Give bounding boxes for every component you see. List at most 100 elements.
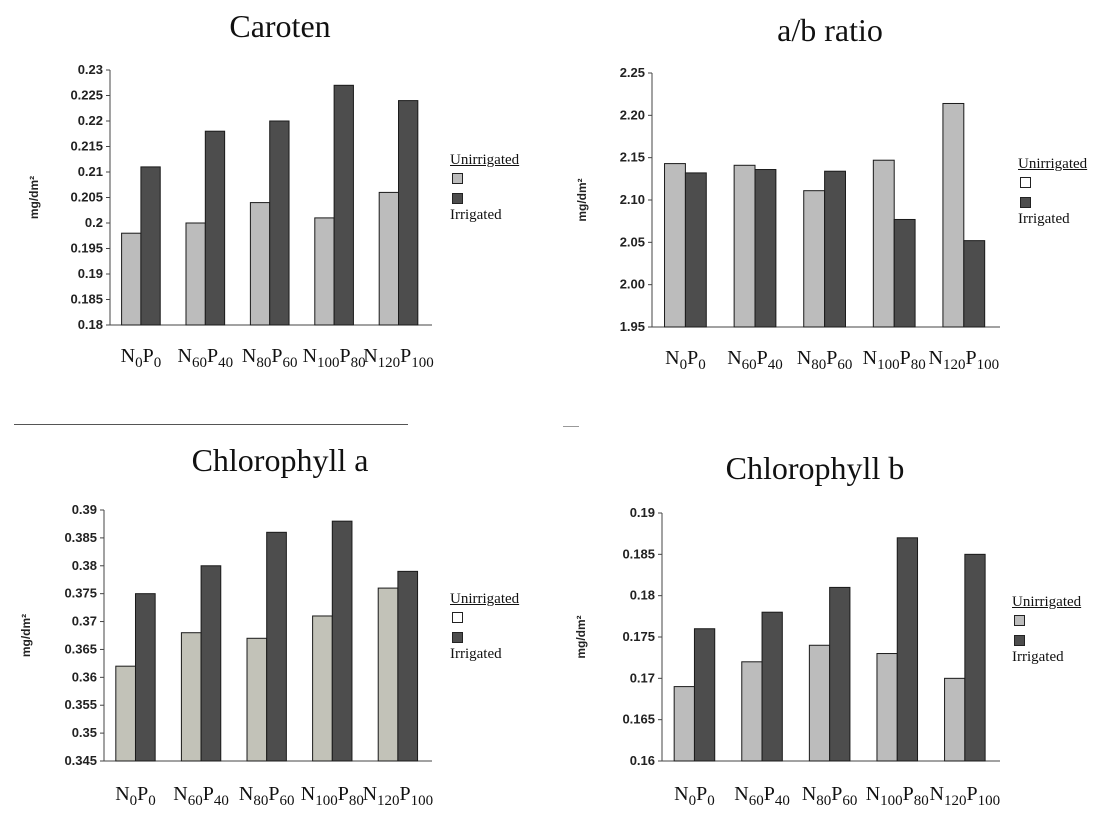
- bar-unirrigated: [942, 102, 965, 328]
- legend-swatch-irrigated: [452, 193, 463, 204]
- x-category-label: N60P40: [734, 783, 790, 809]
- y-tick-label: 0.185: [622, 546, 655, 561]
- x-category-label: N120P100: [929, 347, 1000, 373]
- x-category-label: N120P100: [930, 783, 1001, 809]
- chart-svg: 1.95 2.00 2.05 2.10 2.15 2.20 2.25 mg/dm² N0P0 N6…: [575, 65, 1000, 373]
- legend-entry-irrigated: Irrigated: [1012, 633, 1081, 665]
- bar-unirrigated: [673, 686, 695, 762]
- legend-label-irrigated: Irrigated: [450, 207, 502, 223]
- y-tick-label: 0.385: [64, 530, 97, 545]
- bar-irrigated: [964, 553, 986, 762]
- bar-irrigated: [204, 130, 226, 326]
- y-tick-label: 0.16: [630, 753, 655, 768]
- bar-irrigated: [896, 537, 919, 762]
- bar-unirrigated: [312, 615, 333, 762]
- separator-dash: [563, 426, 579, 427]
- bar-irrigated: [134, 593, 156, 762]
- x-category-label: N80P60: [797, 347, 853, 373]
- y-tick-label: 0.195: [70, 241, 103, 256]
- legend-header: Unirrigated: [1012, 594, 1082, 610]
- x-category-label: N120P100: [363, 345, 434, 371]
- y-tick-label: 0.35: [72, 725, 97, 740]
- y-tick-label: 1.95: [620, 319, 645, 334]
- bar-irrigated: [266, 531, 287, 762]
- legend-swatch-irrigated: [452, 632, 463, 643]
- x-category-label: N0P0: [121, 345, 162, 371]
- x-category-label: N60P40: [178, 345, 234, 371]
- bar-unirrigated: [944, 677, 966, 762]
- chart-legend: Unirrigated Irrigated: [1018, 156, 1087, 227]
- bar-unirrigated: [872, 159, 895, 328]
- x-category-label: N120P100: [363, 783, 434, 809]
- bar-unirrigated: [664, 163, 686, 328]
- y-tick-label: 0.39: [72, 502, 97, 517]
- bar-irrigated: [140, 166, 161, 326]
- legend-entry-irrigated: Irrigated: [450, 630, 519, 662]
- y-tick-label: 0.21: [78, 164, 103, 179]
- legend-swatch-irrigated: [1014, 635, 1025, 646]
- y-tick-label: 0.19: [78, 266, 103, 281]
- legend-swatch-unirrigated: [452, 173, 463, 184]
- legend-entry-irrigated: Irrigated: [1018, 195, 1087, 227]
- legend-label-irrigated: Irrigated: [1012, 649, 1064, 665]
- legend-swatch-unirrigated: [1014, 615, 1025, 626]
- y-axis-label: mg/dm²: [574, 615, 588, 658]
- y-tick-label: 0.36: [72, 669, 97, 684]
- bar-irrigated: [333, 84, 354, 326]
- x-category-label: N100P80: [866, 783, 929, 809]
- legend-swatch-unirrigated: [452, 612, 463, 623]
- bar-irrigated: [693, 628, 716, 762]
- y-tick-label: 0.37: [72, 614, 97, 629]
- bar-irrigated: [963, 240, 986, 328]
- x-category-label: N80P60: [242, 345, 298, 371]
- y-axis-label: mg/dm²: [27, 176, 41, 219]
- legend-label-irrigated: Irrigated: [450, 646, 502, 662]
- bar-irrigated: [269, 120, 290, 326]
- x-category-label: N0P0: [665, 347, 706, 373]
- bar-unirrigated: [246, 637, 268, 762]
- bar-unirrigated: [378, 191, 400, 326]
- chart-title: a/b ratio: [777, 12, 883, 48]
- y-tick-label: 0.375: [64, 586, 97, 601]
- bar-irrigated: [754, 169, 777, 328]
- y-tick-label: 0.185: [70, 292, 103, 307]
- legend-entry-unirrigated: [450, 608, 519, 630]
- y-tick-label: 0.165: [622, 712, 655, 727]
- bar-unirrigated: [115, 665, 136, 762]
- bar-unirrigated: [185, 222, 206, 326]
- chart-svg: 0.16 0.165 0.17 0.175 0.18 0.185 0.19 mg/dm² N0P…: [574, 505, 1000, 809]
- chart-legend: Unirrigated Irrigated: [450, 591, 519, 662]
- legend-entry-unirrigated: [1012, 611, 1081, 633]
- legend-entry-unirrigated: [1018, 173, 1087, 195]
- y-tick-label: 2.00: [620, 277, 645, 292]
- x-category-label: N60P40: [173, 783, 229, 809]
- y-tick-label: 2.20: [620, 107, 645, 122]
- y-tick-label: 0.225: [70, 88, 103, 103]
- bar-irrigated: [893, 218, 916, 328]
- legend-entry-unirrigated: [450, 169, 519, 191]
- legend-swatch-irrigated: [1020, 197, 1031, 208]
- legend-header: Unirrigated: [450, 152, 520, 168]
- y-tick-label: 2.05: [620, 234, 645, 249]
- y-tick-label: 0.205: [70, 190, 103, 205]
- y-tick-label: 0.17: [630, 670, 655, 685]
- bar-unirrigated: [121, 232, 142, 326]
- chart-legend: Unirrigated Irrigated: [450, 152, 520, 223]
- chart-svg: 0.18 0.185 0.19 0.195 0.2 0.205 0.21 0.215 0.22 0…: [27, 62, 434, 371]
- chart-legend: Unirrigated Irrigated: [1012, 594, 1082, 665]
- bar-irrigated: [398, 100, 419, 326]
- x-category-label: N60P40: [727, 347, 783, 373]
- y-tick-label: 0.23: [78, 62, 103, 77]
- y-tick-label: 0.38: [72, 558, 97, 573]
- chart-title: Chlorophyll b: [725, 450, 905, 486]
- x-category-label: N80P60: [802, 783, 858, 809]
- y-tick-label: 0.215: [70, 139, 103, 154]
- bar-irrigated: [761, 611, 783, 762]
- bar-irrigated: [200, 565, 222, 762]
- bar-irrigated: [684, 172, 707, 328]
- chart-title: Caroten: [229, 8, 331, 44]
- y-tick-label: 0.345: [64, 753, 97, 768]
- x-category-label: N0P0: [674, 783, 715, 809]
- legend-label-irrigated: Irrigated: [1018, 211, 1070, 227]
- legend-entry-irrigated: Irrigated: [450, 191, 519, 223]
